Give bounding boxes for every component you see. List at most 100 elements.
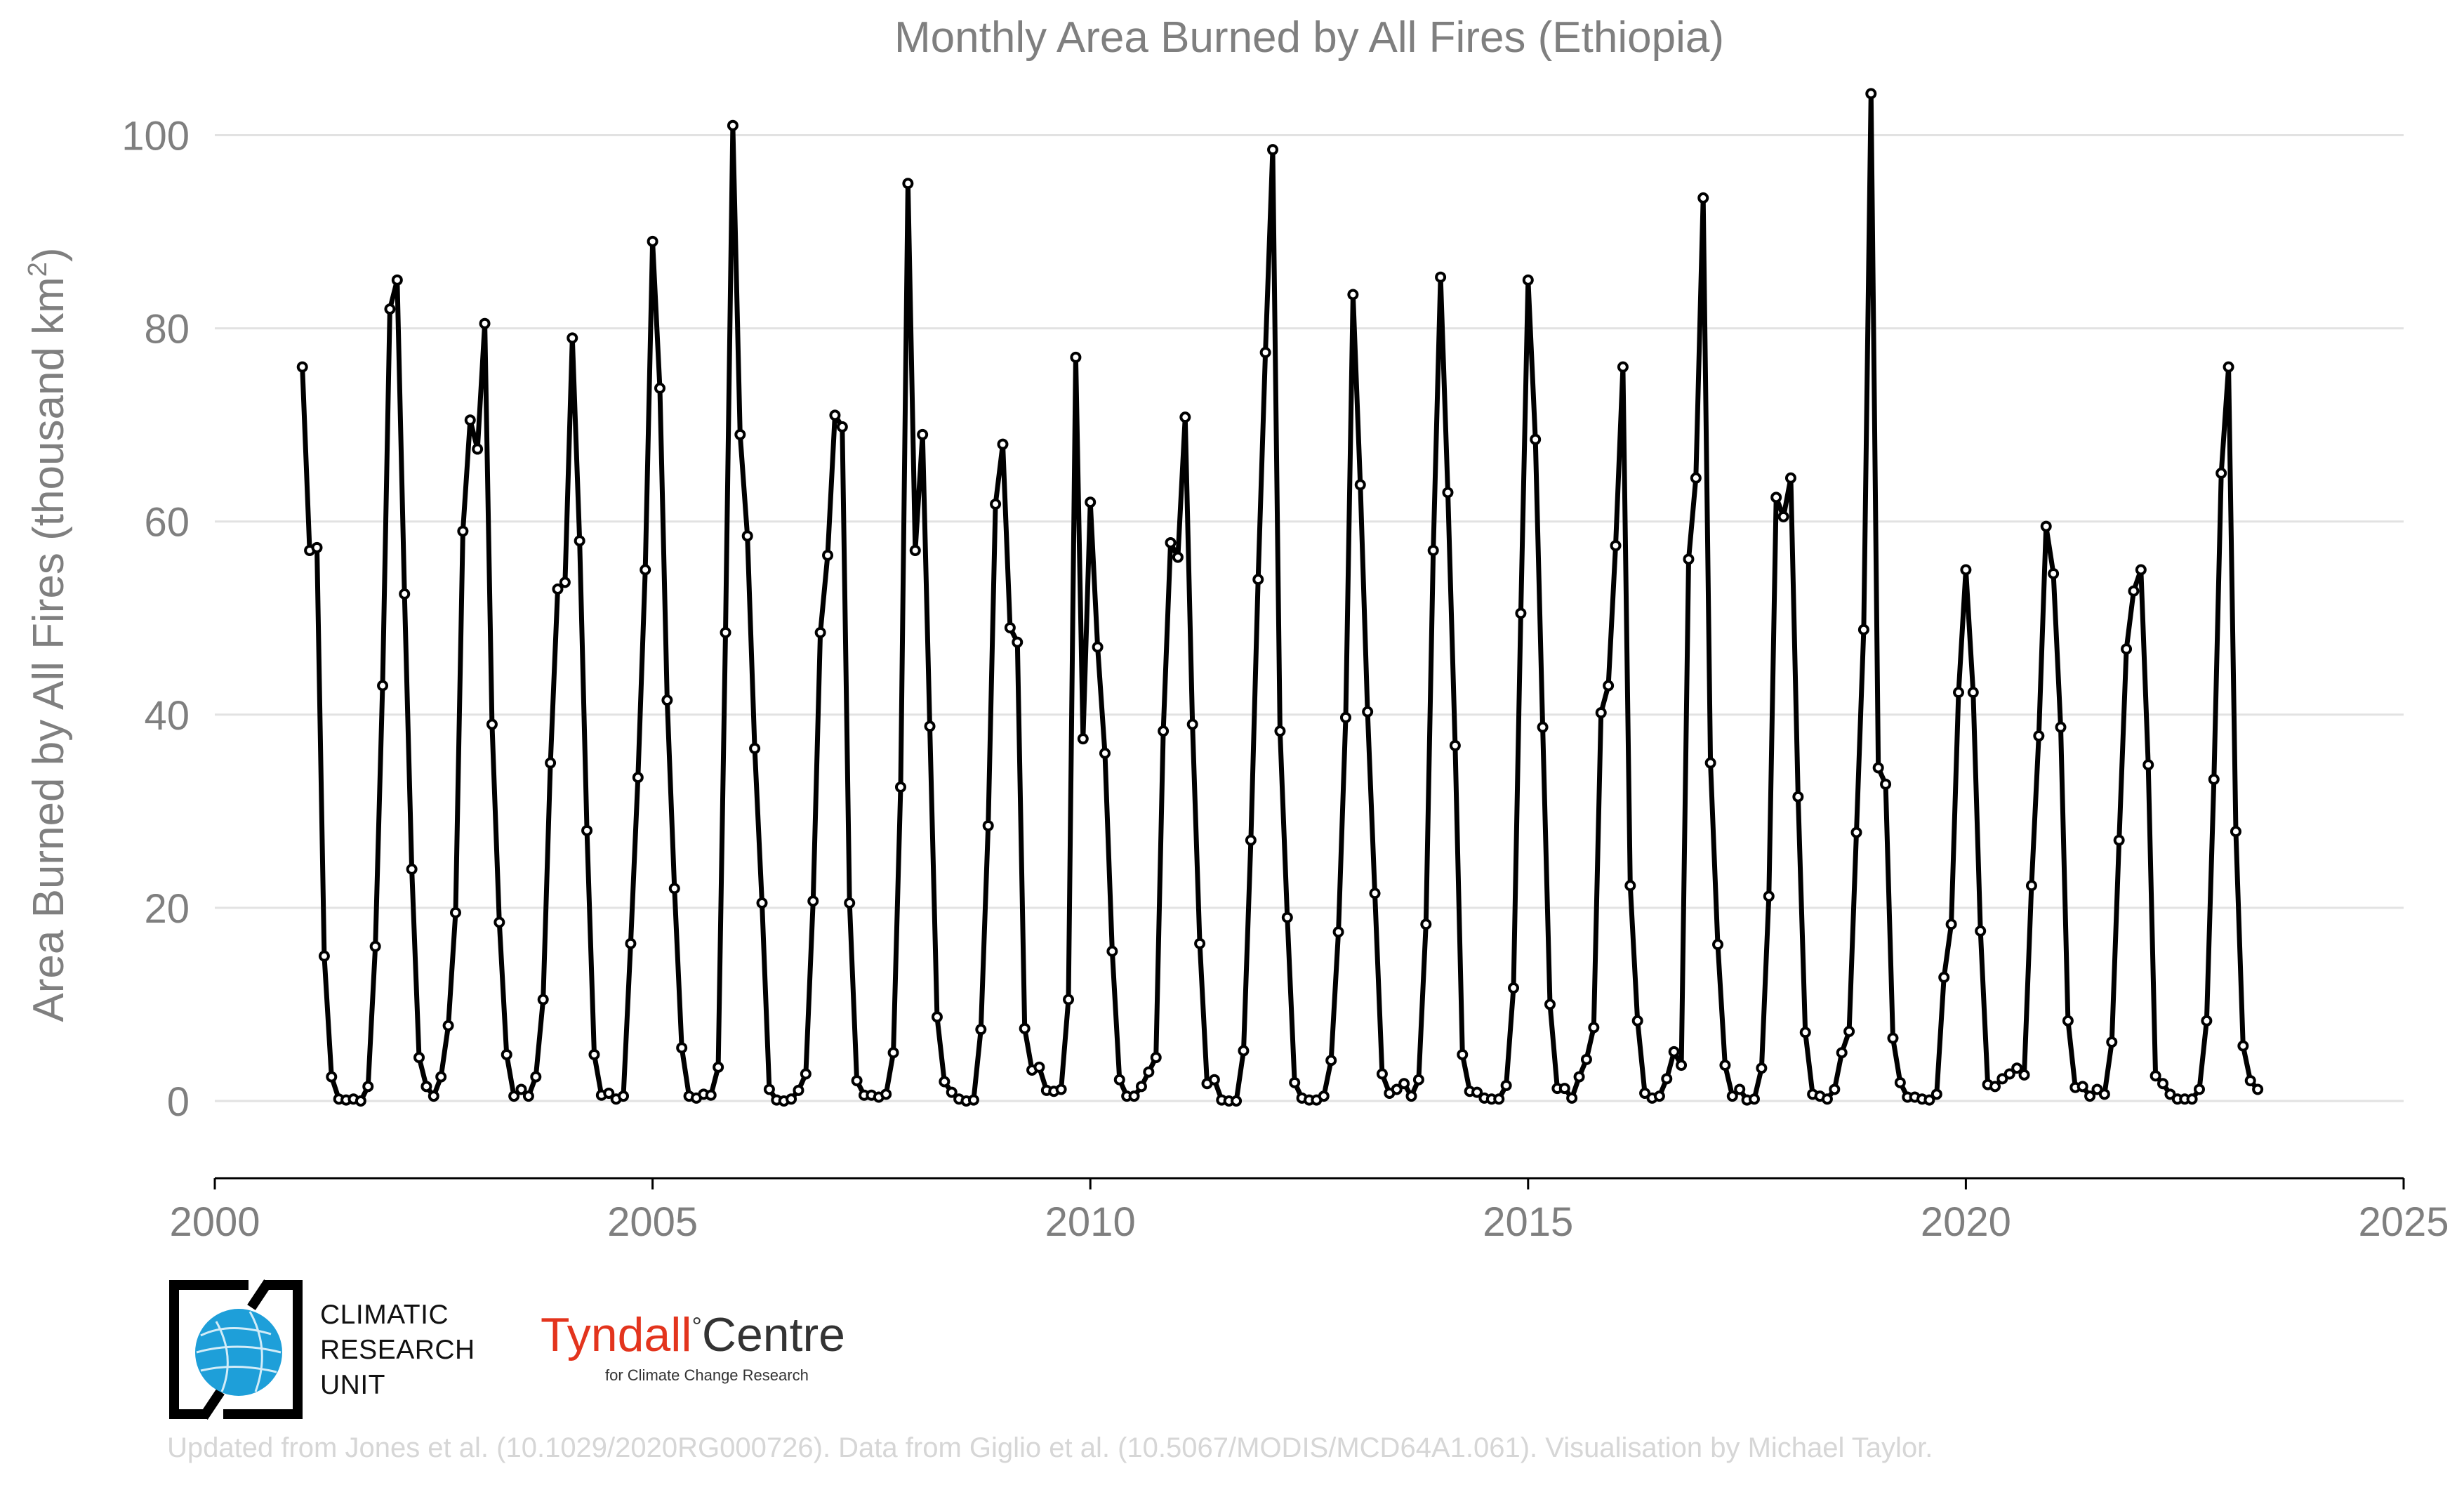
data-point	[1558, 1083, 1570, 1095]
data-point	[2215, 467, 2227, 479]
data-point	[1412, 1074, 1424, 1086]
data-point	[997, 438, 1009, 450]
data-point	[1580, 1053, 1592, 1065]
data-point	[1530, 433, 1542, 445]
data-point	[734, 428, 746, 440]
data-point	[355, 1095, 366, 1107]
data-point	[1544, 998, 1556, 1010]
data-point	[749, 742, 761, 754]
data-point	[2018, 1069, 2030, 1081]
data-point	[1639, 1087, 1651, 1099]
data-point	[1128, 1090, 1140, 1102]
data-point	[1967, 687, 1979, 699]
data-point	[1281, 911, 1293, 923]
data-point	[982, 819, 994, 831]
y-axis-label-close: )	[25, 247, 73, 262]
data-point	[1676, 1060, 1688, 1071]
data-point	[1376, 1068, 1388, 1080]
y-tick-label: 0	[167, 1079, 190, 1125]
data-point	[1106, 945, 1118, 957]
data-point	[2230, 826, 2241, 838]
data-point	[472, 443, 484, 455]
data-point	[1960, 564, 1972, 576]
data-point	[1143, 1066, 1155, 1078]
data-point	[851, 1075, 863, 1087]
data-point	[1231, 1095, 1243, 1107]
y-tick-label: 60	[144, 500, 190, 546]
data-point	[501, 1048, 512, 1060]
y-axis-label-sup: 2	[23, 262, 53, 277]
data-point	[2106, 1036, 2118, 1048]
data-point	[479, 317, 491, 329]
data-point	[829, 409, 841, 421]
data-point	[625, 937, 637, 949]
data-point	[967, 1094, 979, 1106]
data-point	[406, 863, 418, 875]
data-point	[902, 178, 914, 190]
data-point	[1603, 680, 1615, 692]
data-point	[603, 1087, 615, 1099]
data-point	[1777, 510, 1789, 522]
data-point	[2193, 1083, 2205, 1095]
chart-title: Monthly Area Burned by All Fires (Ethiop…	[894, 13, 1724, 62]
data-point	[1471, 1086, 1483, 1098]
data-point	[1566, 1092, 1578, 1104]
data-point	[369, 940, 381, 952]
data-point	[1857, 624, 1869, 635]
data-point	[2084, 1090, 2096, 1102]
x-tick-label: 2015	[1483, 1199, 1573, 1245]
tyndall-subtitle: for Climate Change Research	[605, 1366, 809, 1384]
data-point	[909, 544, 921, 556]
data-point	[618, 1090, 630, 1102]
footer-credits: Updated from Jones et al. (10.1029/2020R…	[167, 1432, 1933, 1463]
data-point	[1165, 536, 1177, 548]
data-point	[786, 1093, 797, 1105]
data-point	[1996, 1073, 2008, 1085]
data-point	[318, 950, 330, 962]
data-point	[807, 895, 819, 907]
globe-icon	[195, 1309, 282, 1396]
data-point	[428, 1090, 439, 1102]
data-point	[1537, 721, 1549, 733]
data-point	[1208, 1074, 1220, 1086]
data-point	[1500, 1079, 1512, 1091]
data-point	[668, 883, 680, 895]
y-axis-label: Area Burned by All Fires (thousand km2)	[23, 247, 73, 1022]
data-point	[924, 720, 936, 732]
data-point	[581, 824, 593, 836]
data-point	[391, 274, 403, 286]
y-axis-ticks: 0 20 40 60 80 100	[121, 114, 190, 1125]
data-point	[1836, 1047, 1848, 1059]
data-point	[1872, 762, 1884, 774]
data-point	[1186, 718, 1198, 730]
data-point	[2025, 880, 2037, 892]
data-point	[1690, 472, 1702, 484]
data-point	[2201, 1015, 2213, 1027]
data-point	[2244, 1075, 2256, 1087]
data-point	[1734, 1083, 1746, 1095]
data-point	[654, 382, 665, 394]
data-point	[1070, 351, 1082, 363]
data-point	[1850, 826, 1862, 838]
data-point	[1135, 1081, 1147, 1093]
data-point	[2142, 759, 2154, 771]
data-point	[1588, 1022, 1600, 1034]
data-point	[2113, 834, 2125, 846]
x-tick-label: 2025	[2358, 1199, 2449, 1245]
data-point	[1668, 1046, 1680, 1057]
data-point	[1792, 791, 1804, 803]
data-point	[2237, 1040, 2249, 1052]
data-point	[311, 541, 323, 553]
data-point	[449, 906, 461, 918]
data-point	[574, 535, 585, 547]
data-point	[2135, 564, 2147, 576]
data-point	[2055, 721, 2067, 733]
data-point	[1398, 1078, 1410, 1090]
data-point	[1099, 747, 1111, 759]
data-point	[1012, 636, 1024, 648]
y-tick-label: 100	[121, 114, 190, 159]
data-point	[756, 897, 768, 909]
data-point	[442, 1020, 454, 1031]
data-point	[1259, 347, 1271, 358]
